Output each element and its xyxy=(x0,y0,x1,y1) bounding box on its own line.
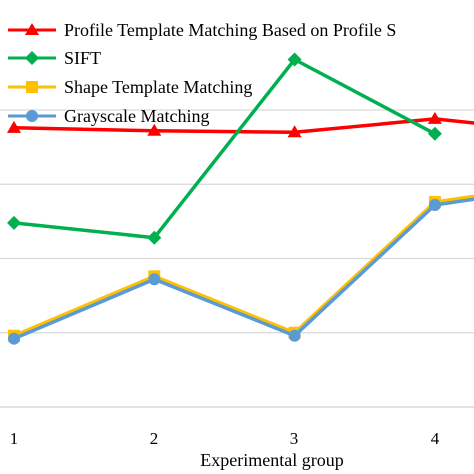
data-point-circle xyxy=(148,273,161,286)
series-layer xyxy=(7,52,474,345)
data-point-triangle xyxy=(427,111,442,124)
legend-marker-triangle xyxy=(25,23,39,35)
legend-label: Shape Template Matching xyxy=(64,77,252,97)
legend-marker-diamond xyxy=(25,51,39,65)
series-4 xyxy=(8,197,474,345)
series-1 xyxy=(7,111,474,138)
legend-marker-square xyxy=(26,81,38,93)
data-point-circle xyxy=(428,199,441,212)
data-point-circle xyxy=(288,329,301,342)
data-point-triangle xyxy=(287,125,302,138)
x-axis-title: Experimental group xyxy=(200,450,343,470)
data-point-diamond xyxy=(287,52,302,67)
legend-label: Profile Template Matching Based on Profi… xyxy=(64,20,396,40)
legend-entry: Shape Template Matching xyxy=(8,77,252,97)
legend-entry: Profile Template Matching Based on Profi… xyxy=(8,20,396,40)
series-line xyxy=(13,57,436,240)
x-tick-labels: 1 2 3 4 xyxy=(10,429,440,448)
legend: Profile Template Matching Based on Profi… xyxy=(8,20,396,126)
series-line xyxy=(13,197,474,341)
x-tick-label: 2 xyxy=(150,429,159,448)
data-point-diamond xyxy=(427,126,442,141)
data-point-triangle xyxy=(147,123,162,136)
data-point-triangle xyxy=(7,120,21,133)
data-point-diamond xyxy=(7,215,21,230)
x-tick-label: 1 xyxy=(10,429,19,448)
legend-marker-circle xyxy=(26,110,38,122)
legend-label: SIFT xyxy=(64,48,101,68)
legend-entry: SIFT xyxy=(8,48,101,68)
gridlines xyxy=(0,109,474,334)
x-tick-label: 3 xyxy=(290,429,299,448)
series-2 xyxy=(7,52,442,245)
legend-label: Grayscale Matching xyxy=(64,106,209,126)
x-tick-label: 4 xyxy=(431,429,440,448)
data-point-diamond xyxy=(147,230,162,245)
legend-entry: Grayscale Matching xyxy=(8,106,209,126)
data-point-circle xyxy=(8,332,20,345)
